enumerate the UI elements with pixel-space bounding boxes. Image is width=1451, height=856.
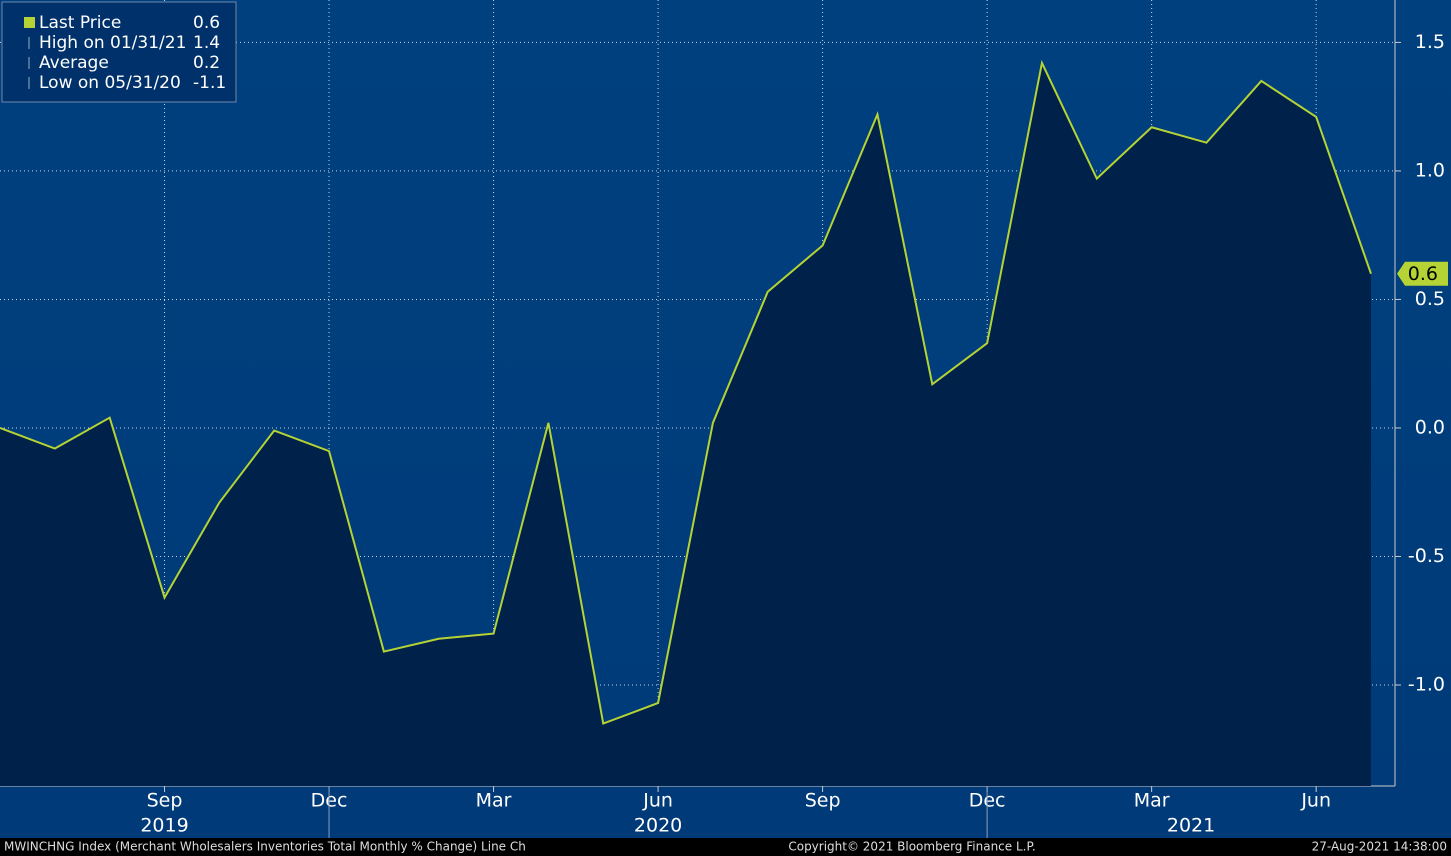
legend-box bbox=[1, 1, 237, 103]
legend-label: Low on 05/31/20 bbox=[39, 73, 181, 93]
legend-label: Average bbox=[39, 53, 109, 73]
y-tick-label: 0.5 bbox=[1415, 288, 1445, 310]
source: MWINCHNG Index (Merchant Wholesalers Inv… bbox=[4, 840, 526, 854]
area bbox=[0, 62, 1371, 786]
legend-value: -1.1 bbox=[193, 73, 226, 93]
x-tick-label: Mar bbox=[476, 790, 512, 812]
y-tick-label: -1.0 bbox=[1408, 673, 1445, 695]
last-price-label: 0.6 bbox=[1408, 263, 1438, 285]
legend-value: 1.4 bbox=[193, 33, 220, 53]
copyright: Copyright© 2021 Bloomberg Finance L.P. bbox=[788, 840, 1035, 854]
y-tick-label: 1.5 bbox=[1415, 31, 1445, 53]
year-label: 2019 bbox=[140, 815, 188, 837]
y-tick-label: -0.5 bbox=[1408, 545, 1445, 567]
x-tick-label: Sep bbox=[805, 790, 841, 812]
last-price-tag bbox=[1397, 261, 1448, 286]
year-label: 2020 bbox=[634, 815, 682, 837]
line bbox=[0, 59, 1372, 725]
y-tick-label: 0.0 bbox=[1415, 416, 1445, 438]
legend-value: 0.6 bbox=[193, 13, 220, 33]
timestamp: 27-Aug-2021 14:38:00 bbox=[1312, 840, 1447, 854]
x-tick-label: Mar bbox=[1134, 790, 1170, 812]
y-tick-label: 1.0 bbox=[1415, 159, 1445, 181]
x-tick-label: Jun bbox=[642, 790, 673, 812]
footer-bar bbox=[0, 838, 1451, 856]
legend-label: Last Price bbox=[39, 13, 121, 33]
legend-label: High on 01/31/21 bbox=[39, 33, 186, 53]
x-tick-label: Sep bbox=[147, 790, 183, 812]
year-label: 2021 bbox=[1167, 815, 1215, 837]
legend-swatch bbox=[24, 17, 35, 28]
legend-value: 0.2 bbox=[193, 53, 220, 73]
x-tick-label: Jun bbox=[1300, 790, 1331, 812]
